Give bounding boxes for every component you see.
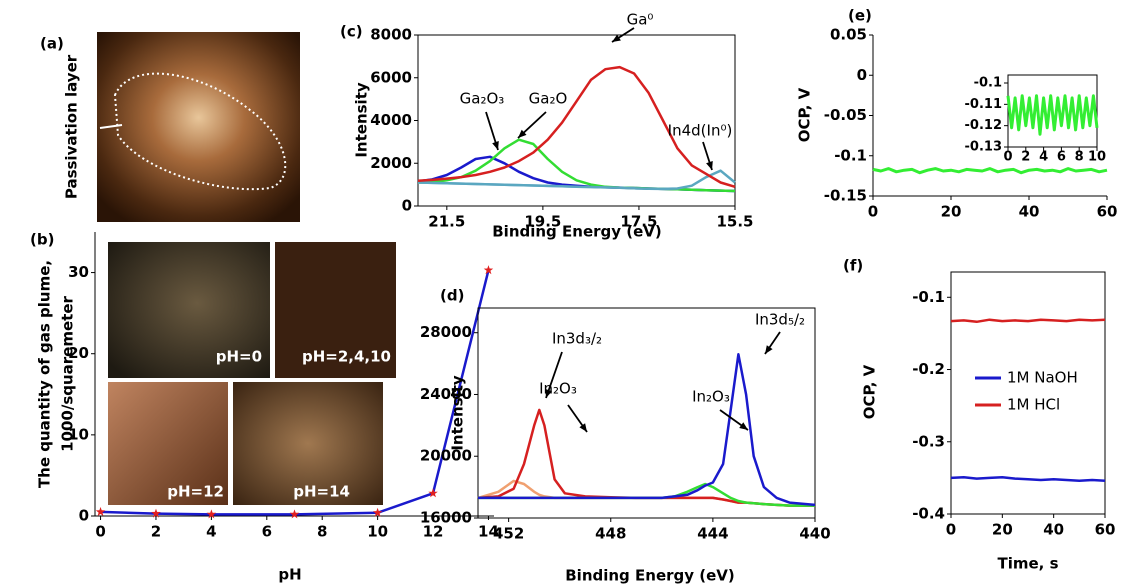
y-tick-label: -0.4 [912,505,945,523]
y-tick-label: -0.11 [965,97,1002,112]
line-series [951,477,1105,481]
x-axis-label: Binding Energy (eV) [565,567,735,584]
x-tick-label: 8 [317,523,327,541]
y-tick-label: 16000 [420,509,472,527]
y-tick-label: -0.15 [824,187,867,205]
x-tick-label: 0 [95,523,105,541]
panel-label: (e) [848,7,872,25]
y-axis-label: OCP, V [861,364,879,419]
y-tick-label: -0.12 [965,118,1002,133]
x-tick-label: 0 [946,521,956,539]
photo-label: pH=14 [293,483,350,501]
y-tick-label: -0.13 [965,140,1002,155]
photo-label: pH=0 [216,348,262,366]
x-axis-label: Time, s [997,555,1058,573]
marker [428,488,438,497]
annotation: Ga₂O [529,90,568,108]
panel-label: (b) [30,231,54,249]
x-tick-label: 6 [1057,150,1066,165]
x-tick-label: 4 [206,523,216,541]
line-series [478,354,815,505]
y-tick-label: 4000 [370,111,412,129]
caption: Passivation layer [63,54,81,199]
figure: (a) Passivation layer pH=0 pH=2,4,10 pH=… [0,0,1125,584]
x-tick-label: 15.5 [716,213,753,231]
y-axis-label: OCP, V [796,87,814,142]
y-tick-label: -0.1 [834,146,867,164]
x-tick-label: 452 [493,525,524,543]
y-tick-label: 0 [857,66,867,84]
annotation: In₂O₃ [539,380,577,398]
x-tick-label: 0 [868,203,878,221]
x-tick-label: 60 [1095,521,1116,539]
line-series [478,410,815,506]
annotation: In3d₅/₂ [755,311,805,329]
x-tick-label: 20 [992,521,1013,539]
x-tick-label: 448 [595,525,626,543]
arrow-head [706,161,713,170]
annotation: In3d₃/₂ [552,330,602,348]
y-axis-label: Intensity [353,82,371,158]
x-tick-label: 10 [367,523,388,541]
line-series [873,169,1107,173]
arrow-head [579,423,587,432]
panel-label: (c) [340,23,363,41]
marker [96,507,106,516]
y-tick-label: -0.2 [912,360,945,378]
y-tick-label: 0.05 [830,26,867,44]
legend-label: 1M HCl [1007,396,1060,414]
panel-label: (f) [843,257,863,275]
y-axis-label: The quantity of gas plume, [36,260,54,488]
x-tick-label: 6 [262,523,272,541]
y-tick-label: 2000 [370,154,412,172]
y-tick-label: 30 [68,263,89,281]
photo-label: pH=2,4,10 [302,348,391,366]
y-tick-label: -0.1 [912,288,945,306]
x-tick-label: 10 [1088,150,1106,165]
x-tick-label: 4 [1039,150,1048,165]
x-tick-label: 40 [1019,203,1040,221]
arrow-head [739,422,748,430]
legend-label: 1M NaOH [1007,369,1078,387]
x-tick-label: 20 [941,203,962,221]
x-tick-label: 2 [1021,150,1030,165]
panel-label: (d) [440,287,464,305]
x-axis-label: pH [278,566,301,584]
x-tick-label: 444 [697,525,728,543]
panel-label: (a) [40,35,64,53]
x-tick-label: 60 [1097,203,1118,221]
x-tick-label: 2 [151,523,161,541]
line-series [951,320,1105,322]
y-tick-label: 28000 [420,323,472,341]
photo-label: pH=12 [167,483,224,501]
annotation: Ga⁰ [627,11,654,29]
x-tick-label: 8 [1075,150,1084,165]
y-tick-label: 0 [402,197,412,215]
y-tick-label: 8000 [370,26,412,44]
x-tick-label: 0 [1003,150,1012,165]
arrow-head [492,141,499,150]
line-series [478,481,815,506]
y-tick-label: -0.1 [974,76,1002,91]
y-tick-label: -0.05 [824,106,867,124]
y-axis-label: Intensity [449,375,467,451]
x-tick-label: 440 [799,525,830,543]
x-tick-label: 21.5 [428,213,465,231]
annotation: In₂O₃ [692,388,730,406]
y-axis-label: 1000/squaremeter [59,295,77,451]
annotation: In4d(In⁰) [668,122,733,140]
x-tick-label: 40 [1043,521,1064,539]
x-axis-label: Binding Energy (eV) [492,223,662,241]
y-tick-label: -0.3 [912,432,945,450]
y-tick-label: 6000 [370,68,412,86]
photo [97,32,300,222]
annotation: Ga₂O₃ [460,90,505,108]
arrow-head [612,35,621,42]
arrow-head [765,345,773,354]
y-tick-label: 0 [79,507,89,525]
